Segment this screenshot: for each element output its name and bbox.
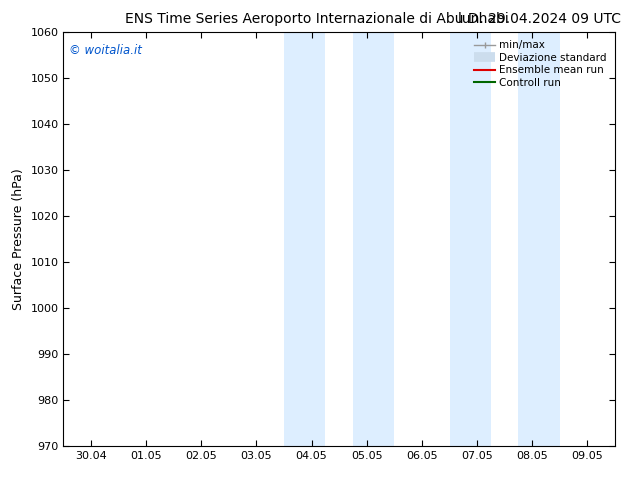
Text: lun. 29.04.2024 09 UTC: lun. 29.04.2024 09 UTC: [458, 12, 621, 26]
Text: ENS Time Series Aeroporto Internazionale di Abu Dhabi: ENS Time Series Aeroporto Internazionale…: [125, 12, 509, 26]
Bar: [284, 32, 325, 446]
Legend: min/max, Deviazione standard, Ensemble mean run, Controll run: min/max, Deviazione standard, Ensemble m…: [471, 37, 610, 91]
Bar: [519, 32, 560, 446]
Bar: [450, 32, 491, 446]
Bar: [353, 32, 394, 446]
Y-axis label: Surface Pressure (hPa): Surface Pressure (hPa): [12, 168, 25, 310]
Text: © woitalia.it: © woitalia.it: [69, 44, 142, 57]
